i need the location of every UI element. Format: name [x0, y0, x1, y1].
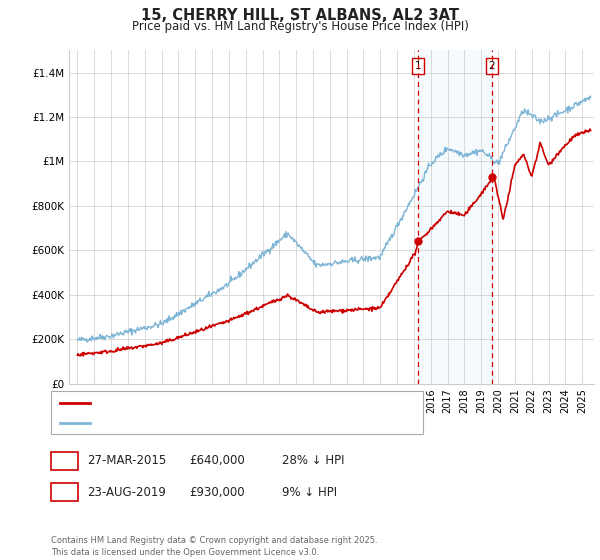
Text: Contains HM Land Registry data © Crown copyright and database right 2025.
This d: Contains HM Land Registry data © Crown c…: [51, 536, 377, 557]
Text: 1: 1: [61, 454, 68, 468]
Text: 2: 2: [489, 61, 496, 71]
Text: £930,000: £930,000: [189, 486, 245, 499]
Text: 1: 1: [415, 61, 421, 71]
Text: 15, CHERRY HILL, ST ALBANS, AL2 3AT: 15, CHERRY HILL, ST ALBANS, AL2 3AT: [141, 8, 459, 24]
Text: 2: 2: [61, 486, 68, 499]
Text: HPI: Average price, detached house, St Albans: HPI: Average price, detached house, St A…: [94, 418, 337, 428]
Text: Price paid vs. HM Land Registry's House Price Index (HPI): Price paid vs. HM Land Registry's House …: [131, 20, 469, 32]
Text: 9% ↓ HPI: 9% ↓ HPI: [282, 486, 337, 499]
Text: 15, CHERRY HILL, ST ALBANS, AL2 3AT (detached house): 15, CHERRY HILL, ST ALBANS, AL2 3AT (det…: [94, 398, 389, 408]
Text: £640,000: £640,000: [189, 454, 245, 468]
Text: 23-AUG-2019: 23-AUG-2019: [87, 486, 166, 499]
Bar: [418, 50, 492, 384]
Text: 27-MAR-2015: 27-MAR-2015: [87, 454, 166, 468]
Text: 28% ↓ HPI: 28% ↓ HPI: [282, 454, 344, 468]
